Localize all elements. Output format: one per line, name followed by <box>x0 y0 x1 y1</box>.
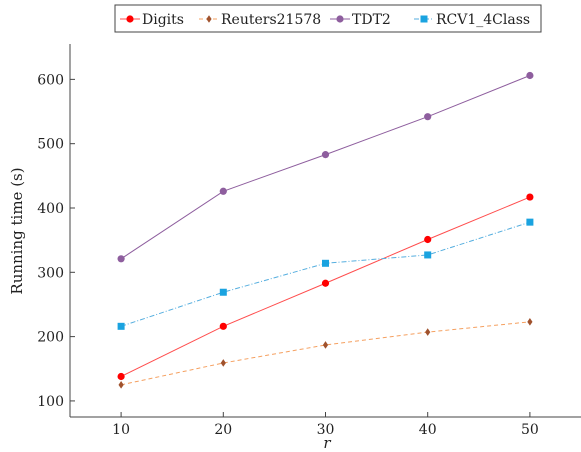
data-point-rcv1-4class <box>424 251 432 259</box>
data-point-reuters21578 <box>527 318 533 326</box>
data-point-digits <box>526 193 534 201</box>
plot-frame <box>69 44 581 418</box>
legend-box <box>114 4 542 33</box>
y-tick-label: 200 <box>37 330 64 346</box>
legend-item-digits: Digits <box>120 12 184 28</box>
y-tick-label: 600 <box>37 72 64 88</box>
y-axis-label: Running time (s) <box>8 167 26 294</box>
x-tick-label: 10 <box>112 422 130 438</box>
data-point-digits <box>321 279 330 287</box>
legend-item-tdt2: TDT2 <box>330 12 391 28</box>
data-point-rcv1-4class <box>322 259 329 267</box>
y-tick-label: 500 <box>37 137 64 153</box>
data-point-reuters21578 <box>425 328 431 336</box>
legend-label: TDT2 <box>352 12 391 28</box>
data-point-reuters21578 <box>118 381 124 389</box>
x-tick-label: 30 <box>317 422 335 438</box>
data-point-rcv1-4class <box>219 288 227 296</box>
data-point-digits <box>117 372 125 381</box>
x-tick-label: 40 <box>419 422 437 438</box>
legend-label: Reuters21578 <box>221 12 321 28</box>
legend-item-reuters21578: Reuters21578 <box>199 12 321 28</box>
series-line-tdt2 <box>120 75 531 260</box>
legend-label: RCV1_4Class <box>436 12 530 28</box>
y-ticks: 100 200 300 400 500 600 <box>37 72 75 410</box>
legend: Digits Reuters21578 TDT2 RCV1_4Class <box>114 4 542 33</box>
data-point-tdt2 <box>424 113 432 121</box>
data-point-tdt2 <box>117 255 125 263</box>
data-point-reuters21578 <box>220 359 226 367</box>
legend-swatch-marker <box>336 15 344 23</box>
x-tick-label: 20 <box>214 422 232 438</box>
data-point-rcv1-4class <box>526 218 534 226</box>
x-tick-label: 50 <box>521 422 539 438</box>
legend-items: Digits Reuters21578 TDT2 RCV1_4Class <box>120 12 530 28</box>
data-point-digits <box>219 322 227 330</box>
data-point-reuters21578 <box>322 341 329 349</box>
series-tdt2 <box>117 71 534 263</box>
legend-swatch-marker <box>420 15 428 23</box>
series-reuters21578 <box>118 318 533 389</box>
series-layer <box>117 71 534 389</box>
y-tick-label: 300 <box>37 265 64 281</box>
legend-swatch-marker <box>126 15 134 23</box>
legend-label: Digits <box>142 12 184 28</box>
data-point-rcv1-4class <box>117 322 125 330</box>
x-axis-label: r <box>323 434 331 452</box>
series-line-reuters21578 <box>120 321 530 386</box>
data-point-tdt2 <box>526 71 534 80</box>
x-ticks: 10 20 30 40 50 <box>112 412 539 438</box>
series-digits <box>117 193 534 381</box>
data-point-digits <box>424 235 432 244</box>
y-tick-label: 100 <box>37 394 64 410</box>
data-point-tdt2 <box>321 151 330 159</box>
series-line-rcv1-4class <box>120 221 531 327</box>
series-rcv1-4class <box>117 218 534 330</box>
data-point-tdt2 <box>219 187 227 195</box>
legend-swatch-marker <box>206 15 212 23</box>
y-tick-label: 400 <box>37 201 64 217</box>
legend-item-rcv1-4class: RCV1_4Class <box>414 12 530 28</box>
